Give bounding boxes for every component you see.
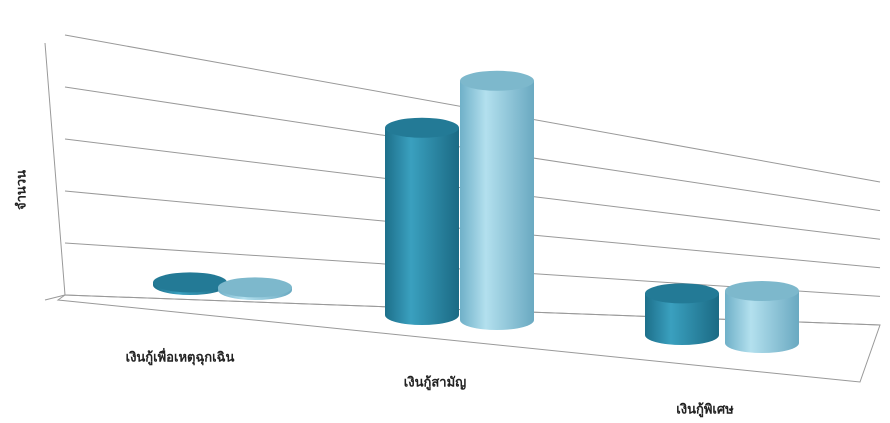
bar — [218, 277, 292, 300]
floor-edge — [44, 294, 66, 301]
cylinder-top — [218, 277, 292, 298]
cylinder-top — [460, 70, 534, 91]
x-tick-label: เงินกู้เพื่อเหตุฉุกเฉิน — [126, 348, 235, 366]
cylinder-top — [645, 283, 719, 304]
cylinder-body — [725, 291, 799, 353]
bar — [725, 281, 799, 353]
cylinder-top — [153, 272, 227, 293]
cylinder-body — [385, 127, 459, 325]
cylinder-top — [385, 117, 459, 138]
bar — [385, 117, 459, 325]
y-axis-label: จำนวน — [14, 170, 30, 210]
bar — [153, 272, 227, 295]
bar — [460, 70, 534, 330]
x-tick-label: เงินกู้สามัญ — [404, 375, 466, 391]
cylinder-body — [645, 293, 719, 345]
cylinder-top — [725, 281, 799, 301]
x-tick-label: เงินกู้พิเศษ — [676, 402, 734, 418]
back-wall-edge — [44, 42, 66, 296]
cylinder-body — [460, 80, 534, 330]
bar — [645, 283, 719, 345]
